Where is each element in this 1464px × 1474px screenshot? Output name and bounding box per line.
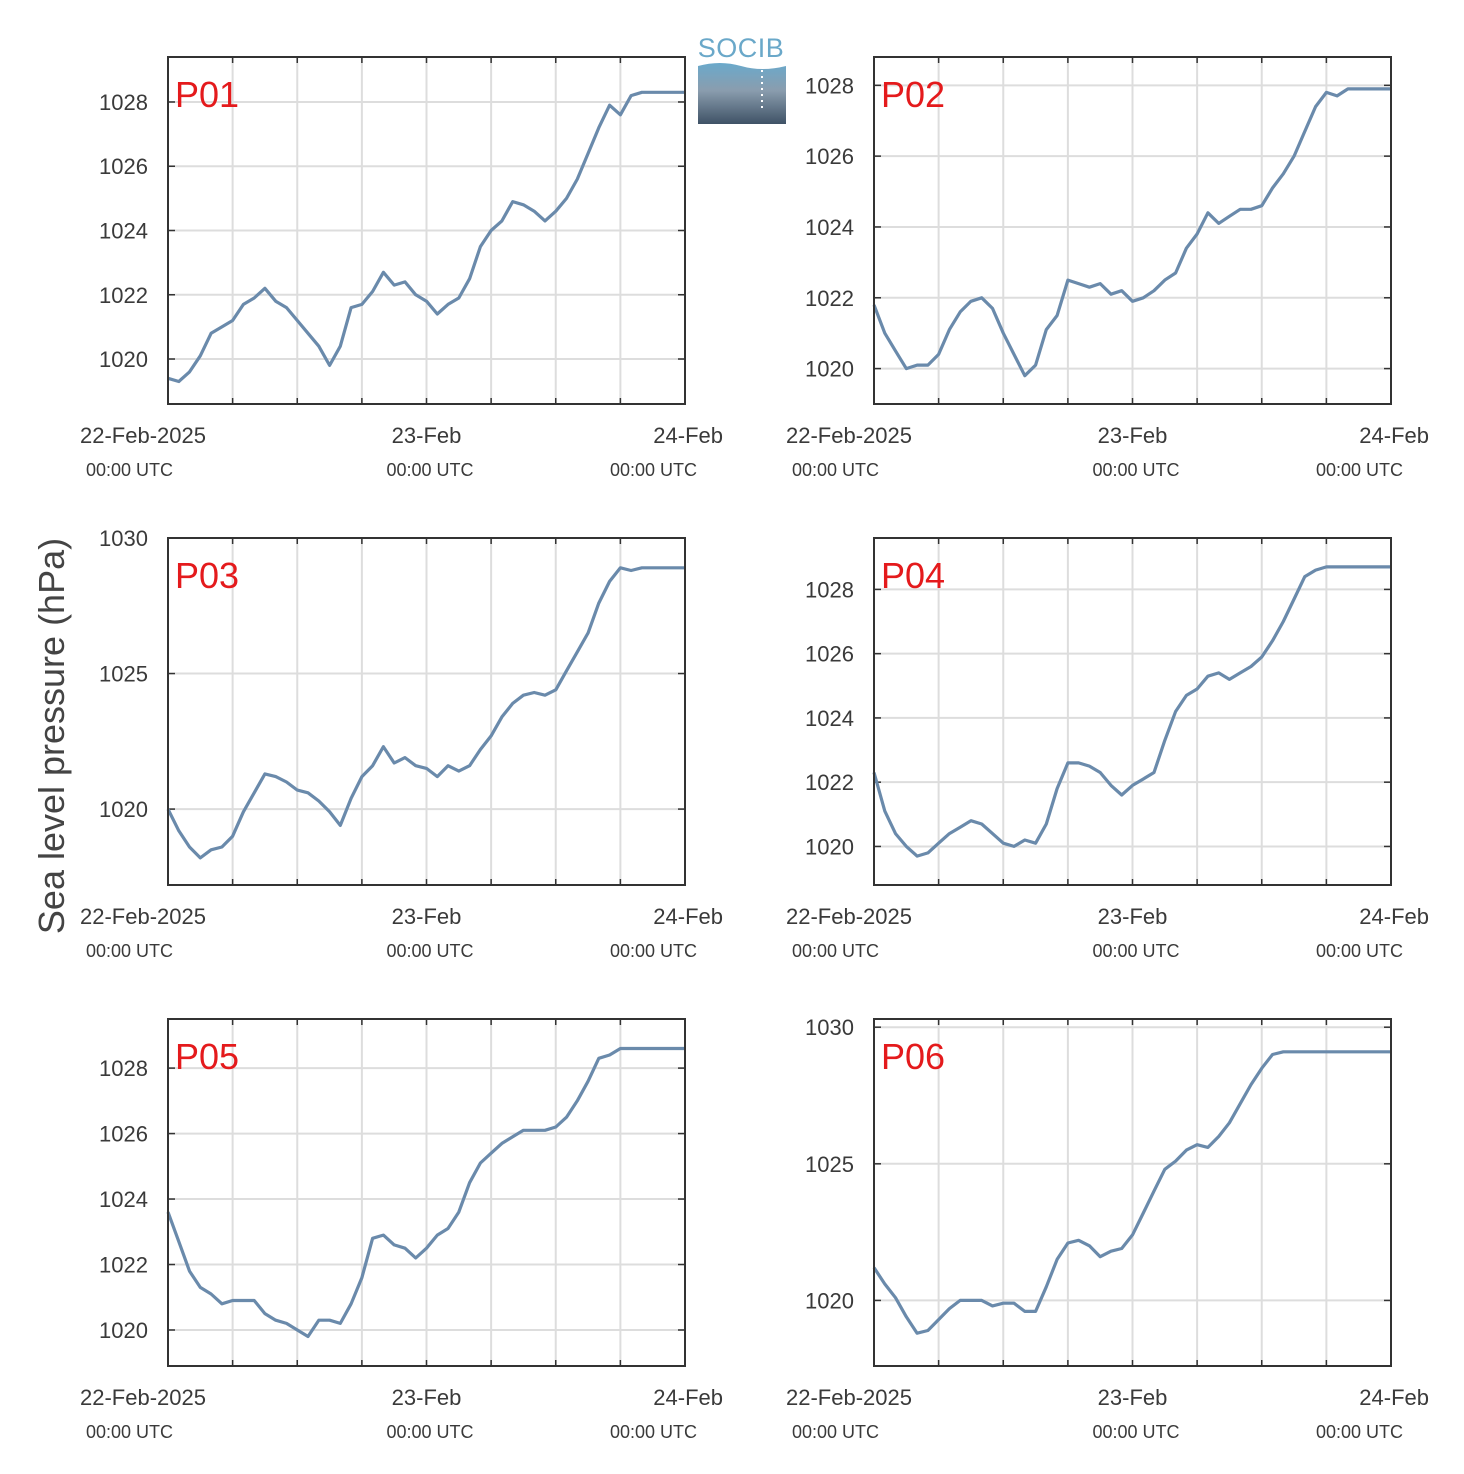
panel-label: P02 [881, 74, 945, 115]
x-tick-label: 23-Feb [392, 423, 462, 448]
axes-frame [167, 1018, 686, 1367]
x-tick-label: 22-Feb-2025 [786, 423, 912, 448]
y-tick-label: 1025 [805, 1152, 854, 1177]
y-tick-label: 1020 [805, 357, 854, 382]
chart-panels: 1020 1022 1024 1026 1028 22-Feb-2025 00:00 UTC… [80, 56, 1429, 1442]
x-tick-label: 22-Feb-2025 [80, 423, 206, 448]
y-tick-label: 1024 [99, 219, 148, 244]
y-tick-label: 1026 [805, 642, 854, 667]
y-tick-label: 1024 [805, 706, 854, 731]
panel-label: P01 [175, 74, 239, 115]
x-tick-sublabel: 00:00 UTC [610, 460, 697, 480]
x-tick-sublabel: 00:00 UTC [86, 460, 173, 480]
x-tick-sublabel: 00:00 UTC [610, 941, 697, 961]
x-tick-sublabel: 00:00 UTC [1093, 941, 1180, 961]
y-tick-label: 1020 [99, 347, 148, 372]
x-tick-label: 23-Feb [1098, 904, 1168, 929]
y-tick-label: 1028 [805, 577, 854, 602]
axes-frame [167, 537, 686, 886]
panel-p05: 1020 1022 1024 1026 1028 22-Feb-2025 00:00 UTC… [80, 1018, 723, 1442]
x-tick-sublabel: 00:00 UTC [792, 1422, 879, 1442]
x-tick-label: 22-Feb-2025 [786, 1385, 912, 1410]
panel-label: P04 [881, 555, 945, 596]
x-tick-sublabel: 00:00 UTC [1316, 460, 1403, 480]
x-tick-sublabel: 00:00 UTC [387, 460, 474, 480]
x-tick-label: 22-Feb-2025 [80, 904, 206, 929]
x-tick-sublabel: 00:00 UTC [86, 1422, 173, 1442]
y-tick-label: 1025 [99, 662, 148, 687]
series-line-p03 [166, 566, 685, 860]
panel-p01: 1020 1022 1024 1026 1028 22-Feb-2025 00:00 UTC… [80, 56, 723, 480]
x-tick-sublabel: 00:00 UTC [1316, 1422, 1403, 1442]
axes-frame [873, 1018, 1392, 1367]
y-tick-label: 1022 [99, 283, 148, 308]
x-tick-sublabel: 00:00 UTC [792, 941, 879, 961]
y-tick-label: 1020 [99, 797, 148, 822]
y-tick-label: 1020 [99, 1318, 148, 1343]
x-tick-label: 22-Feb-2025 [786, 904, 912, 929]
x-tick-label: 23-Feb [392, 904, 462, 929]
panel-label: P06 [881, 1036, 945, 1077]
x-tick-label: 23-Feb [392, 1385, 462, 1410]
x-tick-sublabel: 00:00 UTC [1093, 1422, 1180, 1442]
x-tick-label: 23-Feb [1098, 1385, 1168, 1410]
y-tick-label: 1022 [99, 1253, 148, 1278]
logo-text: SOCIB [698, 33, 785, 63]
x-tick-label: 22-Feb-2025 [80, 1385, 206, 1410]
y-tick-label: 1024 [99, 1187, 148, 1212]
y-tick-label: 1026 [99, 154, 148, 179]
x-tick-sublabel: 00:00 UTC [387, 941, 474, 961]
x-tick-sublabel: 00:00 UTC [1316, 941, 1403, 961]
panel-p04: 1020 1022 1024 1026 1028 22-Feb-2025 00:00 UTC… [786, 537, 1429, 961]
x-tick-sublabel: 00:00 UTC [86, 941, 173, 961]
series-line-p02 [872, 87, 1391, 378]
y-tick-label: 1020 [805, 1288, 854, 1313]
x-tick-label: 24-Feb [1359, 423, 1429, 448]
x-tick-sublabel: 00:00 UTC [792, 460, 879, 480]
x-tick-sublabel: 00:00 UTC [610, 1422, 697, 1442]
y-tick-label: 1030 [99, 526, 148, 551]
y-tick-label: 1028 [99, 90, 148, 115]
y-tick-label: 1022 [805, 286, 854, 311]
axes-frame [873, 537, 1392, 886]
panel-p06: 1020 1025 1030 22-Feb-2025 00:00 UTC 23-Feb 00… [786, 1015, 1429, 1442]
y-tick-label: 1030 [805, 1015, 854, 1040]
y-tick-label: 1028 [99, 1056, 148, 1081]
panel-label: P05 [175, 1036, 239, 1077]
y-tick-label: 1024 [805, 215, 854, 240]
panel-p02: 1020 1022 1024 1026 1028 22-Feb-2025 00:00 UTC… [786, 56, 1429, 480]
y-axis-label: Sea level pressure (hPa) [31, 538, 72, 934]
x-tick-label: 23-Feb [1098, 423, 1168, 448]
socib-logo: SOCIB [698, 33, 786, 124]
panel-label: P03 [175, 555, 239, 596]
series-line-p06 [872, 1050, 1391, 1335]
y-tick-label: 1026 [99, 1122, 148, 1147]
axes-frame [873, 56, 1392, 405]
y-tick-label: 1026 [805, 144, 854, 169]
x-tick-sublabel: 00:00 UTC [387, 1422, 474, 1442]
series-line-p05 [166, 1046, 685, 1339]
panel-p03: 1020 1025 1030 22-Feb-2025 00:00 UTC 23-Feb 00… [80, 526, 723, 961]
y-tick-label: 1022 [805, 770, 854, 795]
series-line-p04 [872, 565, 1391, 858]
x-tick-label: 24-Feb [1359, 904, 1429, 929]
series-line-p01 [167, 90, 685, 384]
axes-frame [167, 56, 686, 405]
y-tick-label: 1028 [805, 73, 854, 98]
x-tick-label: 24-Feb [1359, 1385, 1429, 1410]
x-tick-label: 24-Feb [653, 1385, 723, 1410]
logo-wave-icon [698, 63, 786, 124]
x-tick-label: 24-Feb [653, 423, 723, 448]
x-tick-sublabel: 00:00 UTC [1093, 460, 1180, 480]
x-tick-label: 24-Feb [653, 904, 723, 929]
y-tick-label: 1020 [805, 834, 854, 859]
